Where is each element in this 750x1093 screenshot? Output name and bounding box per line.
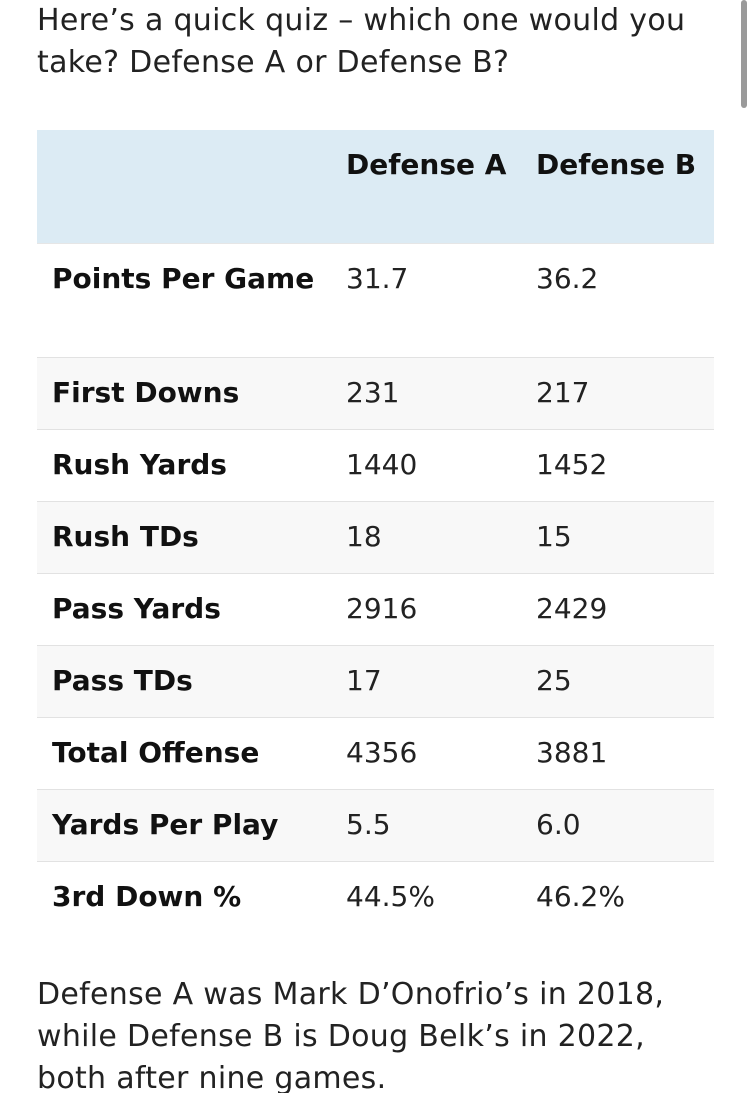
header-row: Defense A Defense B <box>37 130 714 243</box>
defense-b-value: 36.2 <box>536 261 599 295</box>
defense-a-value: 31.7 <box>346 261 409 295</box>
row-label: Rush Yards <box>52 447 227 481</box>
defense-b-value: 25 <box>536 663 572 697</box>
defense-a-value: 44.5% <box>346 879 435 913</box>
row-label: Pass TDs <box>52 663 193 697</box>
defense-b-value: 217 <box>536 375 590 409</box>
row-label: Pass Yards <box>52 591 221 625</box>
defense-a-value: 1440 <box>346 447 418 481</box>
header-defense-a: Defense A <box>346 148 507 181</box>
defense-b-value: 2429 <box>536 591 608 625</box>
header-defense-b: Defense B <box>536 148 697 181</box>
defense-b-value: 1452 <box>536 447 608 481</box>
row-label: First Downs <box>52 375 240 409</box>
table-row: Points Per Game 31.7 36.2 <box>37 243 714 357</box>
row-label: Yards Per Play <box>52 807 279 841</box>
row-label: 3rd Down % <box>52 879 242 913</box>
row-label: Rush TDs <box>52 519 199 553</box>
defense-a-value: 18 <box>346 519 382 553</box>
header-stat-column <box>37 130 346 243</box>
outro-paragraph: Defense A was Mark D’Onofrio’s in 2018, … <box>37 977 665 1093</box>
defense-b-value: 15 <box>536 519 572 553</box>
table-row: Yards Per Play 5.5 6.0 <box>37 789 714 861</box>
defense-a-value: 231 <box>346 375 400 409</box>
defense-b-value: 3881 <box>536 735 608 769</box>
row-label: Total Offense <box>52 735 260 769</box>
table-row: Rush Yards 1440 1452 <box>37 429 714 501</box>
scrollbar-thumb[interactable] <box>741 0 747 108</box>
table-row: Pass TDs 17 25 <box>37 645 714 717</box>
defense-b-value: 46.2% <box>536 879 625 913</box>
defense-a-value: 17 <box>346 663 382 697</box>
table-row: Pass Yards 2916 2429 <box>37 573 714 645</box>
defense-a-value: 2916 <box>346 591 418 625</box>
defense-b-value: 6.0 <box>536 807 581 841</box>
row-label: Points Per Game <box>52 261 315 295</box>
table-body: Points Per Game 31.7 36.2 First Downs 23… <box>37 243 714 933</box>
defense-a-value: 4356 <box>346 735 418 769</box>
table-row: Rush TDs 18 15 <box>37 501 714 573</box>
defense-a-value: 5.5 <box>346 807 391 841</box>
table-row: First Downs 231 217 <box>37 357 714 429</box>
stats-comparison-table: Defense A Defense B Points Per Game 31.7… <box>37 130 714 933</box>
table-row: Total Offense 4356 3881 <box>37 717 714 789</box>
table-row: 3rd Down % 44.5% 46.2% <box>37 861 714 933</box>
intro-paragraph: Here’s a quick quiz – which one would yo… <box>37 3 686 80</box>
table-header: Defense A Defense B <box>37 130 714 243</box>
